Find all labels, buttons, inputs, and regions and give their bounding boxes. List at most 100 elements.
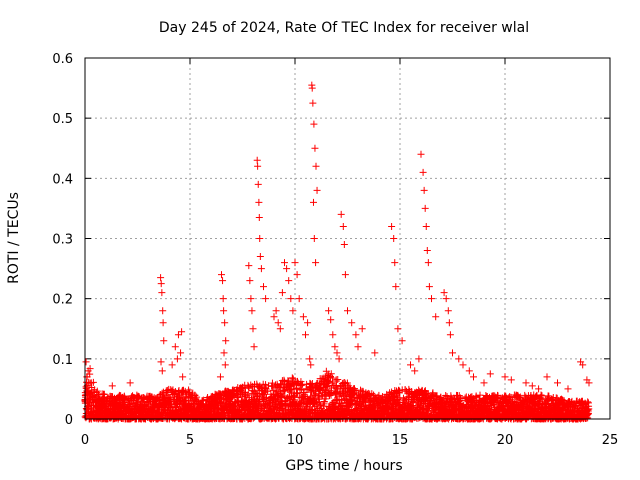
roti-point <box>522 379 530 387</box>
roti-point <box>422 222 430 230</box>
roti-point <box>108 382 116 390</box>
roti-point <box>157 280 165 288</box>
roti-point <box>309 198 317 206</box>
roti-point <box>480 379 488 387</box>
roti-point <box>219 295 227 303</box>
roti-point <box>295 295 303 303</box>
roti-point <box>222 337 230 345</box>
roti-point <box>392 283 400 291</box>
roti-point <box>341 271 349 279</box>
roti-point <box>249 325 257 333</box>
roti-point <box>157 274 165 282</box>
roti-point <box>220 349 228 357</box>
x-tick-label: 25 <box>602 433 619 448</box>
background-point <box>337 400 345 408</box>
y-tick-label: 0 <box>65 413 73 428</box>
roti-point <box>311 144 319 152</box>
roti-point <box>302 331 309 339</box>
roti-point <box>564 385 572 393</box>
roti-point <box>415 355 423 363</box>
roti-point <box>281 259 288 267</box>
roti-point <box>325 307 333 315</box>
y-axis-label: ROTI / TECUs <box>6 192 22 284</box>
roti-point <box>394 325 402 333</box>
roti-point <box>218 271 225 279</box>
background-point <box>334 375 342 383</box>
roti-point <box>250 343 258 351</box>
roti-point <box>221 319 229 327</box>
roti-point <box>486 370 494 378</box>
roti-point <box>535 385 543 393</box>
background-point <box>181 387 189 395</box>
roti-point <box>335 355 343 363</box>
roti-point <box>308 84 316 92</box>
roti-point <box>420 186 428 194</box>
roti-point <box>306 355 314 363</box>
roti-point <box>291 259 299 267</box>
x-tick-label: 5 <box>186 433 194 448</box>
background-point <box>375 391 383 399</box>
roti-point <box>219 277 227 285</box>
roti-point <box>327 316 335 324</box>
roti-point <box>299 313 307 321</box>
roti-point <box>256 235 264 242</box>
roti-point <box>543 373 551 381</box>
background-point <box>327 370 335 378</box>
background-point <box>193 393 201 401</box>
roti-point <box>293 271 301 279</box>
roti-point <box>287 295 295 303</box>
roti-point <box>445 319 453 327</box>
x-tick-label: 15 <box>392 433 409 448</box>
roti-point <box>390 235 398 242</box>
roti-point <box>256 253 264 261</box>
roti-point <box>501 373 509 381</box>
background-point <box>268 379 276 387</box>
roti-point <box>285 277 293 285</box>
roti-point <box>310 120 318 128</box>
data-series-roti <box>82 81 593 393</box>
y-tick-label: 0.3 <box>52 233 73 248</box>
roti-point <box>423 247 431 255</box>
chart-title: Day 245 of 2024, Rate Of TEC Index for r… <box>159 20 529 36</box>
roti-point <box>344 307 351 315</box>
roti-point <box>179 373 187 381</box>
background-point <box>93 387 101 395</box>
roti-point <box>82 358 90 366</box>
background-noise-marks <box>81 365 593 423</box>
roti-point <box>312 259 320 267</box>
roti-point <box>255 198 263 206</box>
roti-point <box>419 168 427 176</box>
roti-point <box>283 265 291 273</box>
roti-point <box>465 367 473 375</box>
background-point <box>263 387 271 395</box>
background-point <box>204 394 212 402</box>
roti-point <box>528 382 536 390</box>
background-point <box>191 391 199 399</box>
y-tick-label: 0.2 <box>52 293 73 308</box>
roti-point <box>171 343 179 351</box>
roti-point <box>304 319 312 327</box>
roti-point <box>421 204 429 212</box>
roti-point <box>554 379 561 387</box>
roti-point <box>312 162 320 170</box>
y-tick-label: 0.6 <box>52 52 73 67</box>
roti-point <box>329 331 337 339</box>
roti-point <box>424 259 432 267</box>
roti-point <box>255 213 263 221</box>
roti-point <box>470 373 477 381</box>
background-point <box>199 396 207 404</box>
roti-point <box>333 349 341 357</box>
roti-point <box>220 307 228 315</box>
roti-point <box>177 349 185 357</box>
roti-point <box>262 295 270 303</box>
y-tick-label: 0.5 <box>52 112 73 127</box>
roti-point <box>260 283 267 291</box>
roti-point <box>245 262 253 270</box>
roti-point <box>507 376 515 384</box>
x-tick-label: 0 <box>81 433 89 448</box>
roti-point <box>371 349 379 357</box>
roti-point <box>248 307 256 315</box>
background-point <box>256 397 264 405</box>
roti-point <box>432 313 440 321</box>
